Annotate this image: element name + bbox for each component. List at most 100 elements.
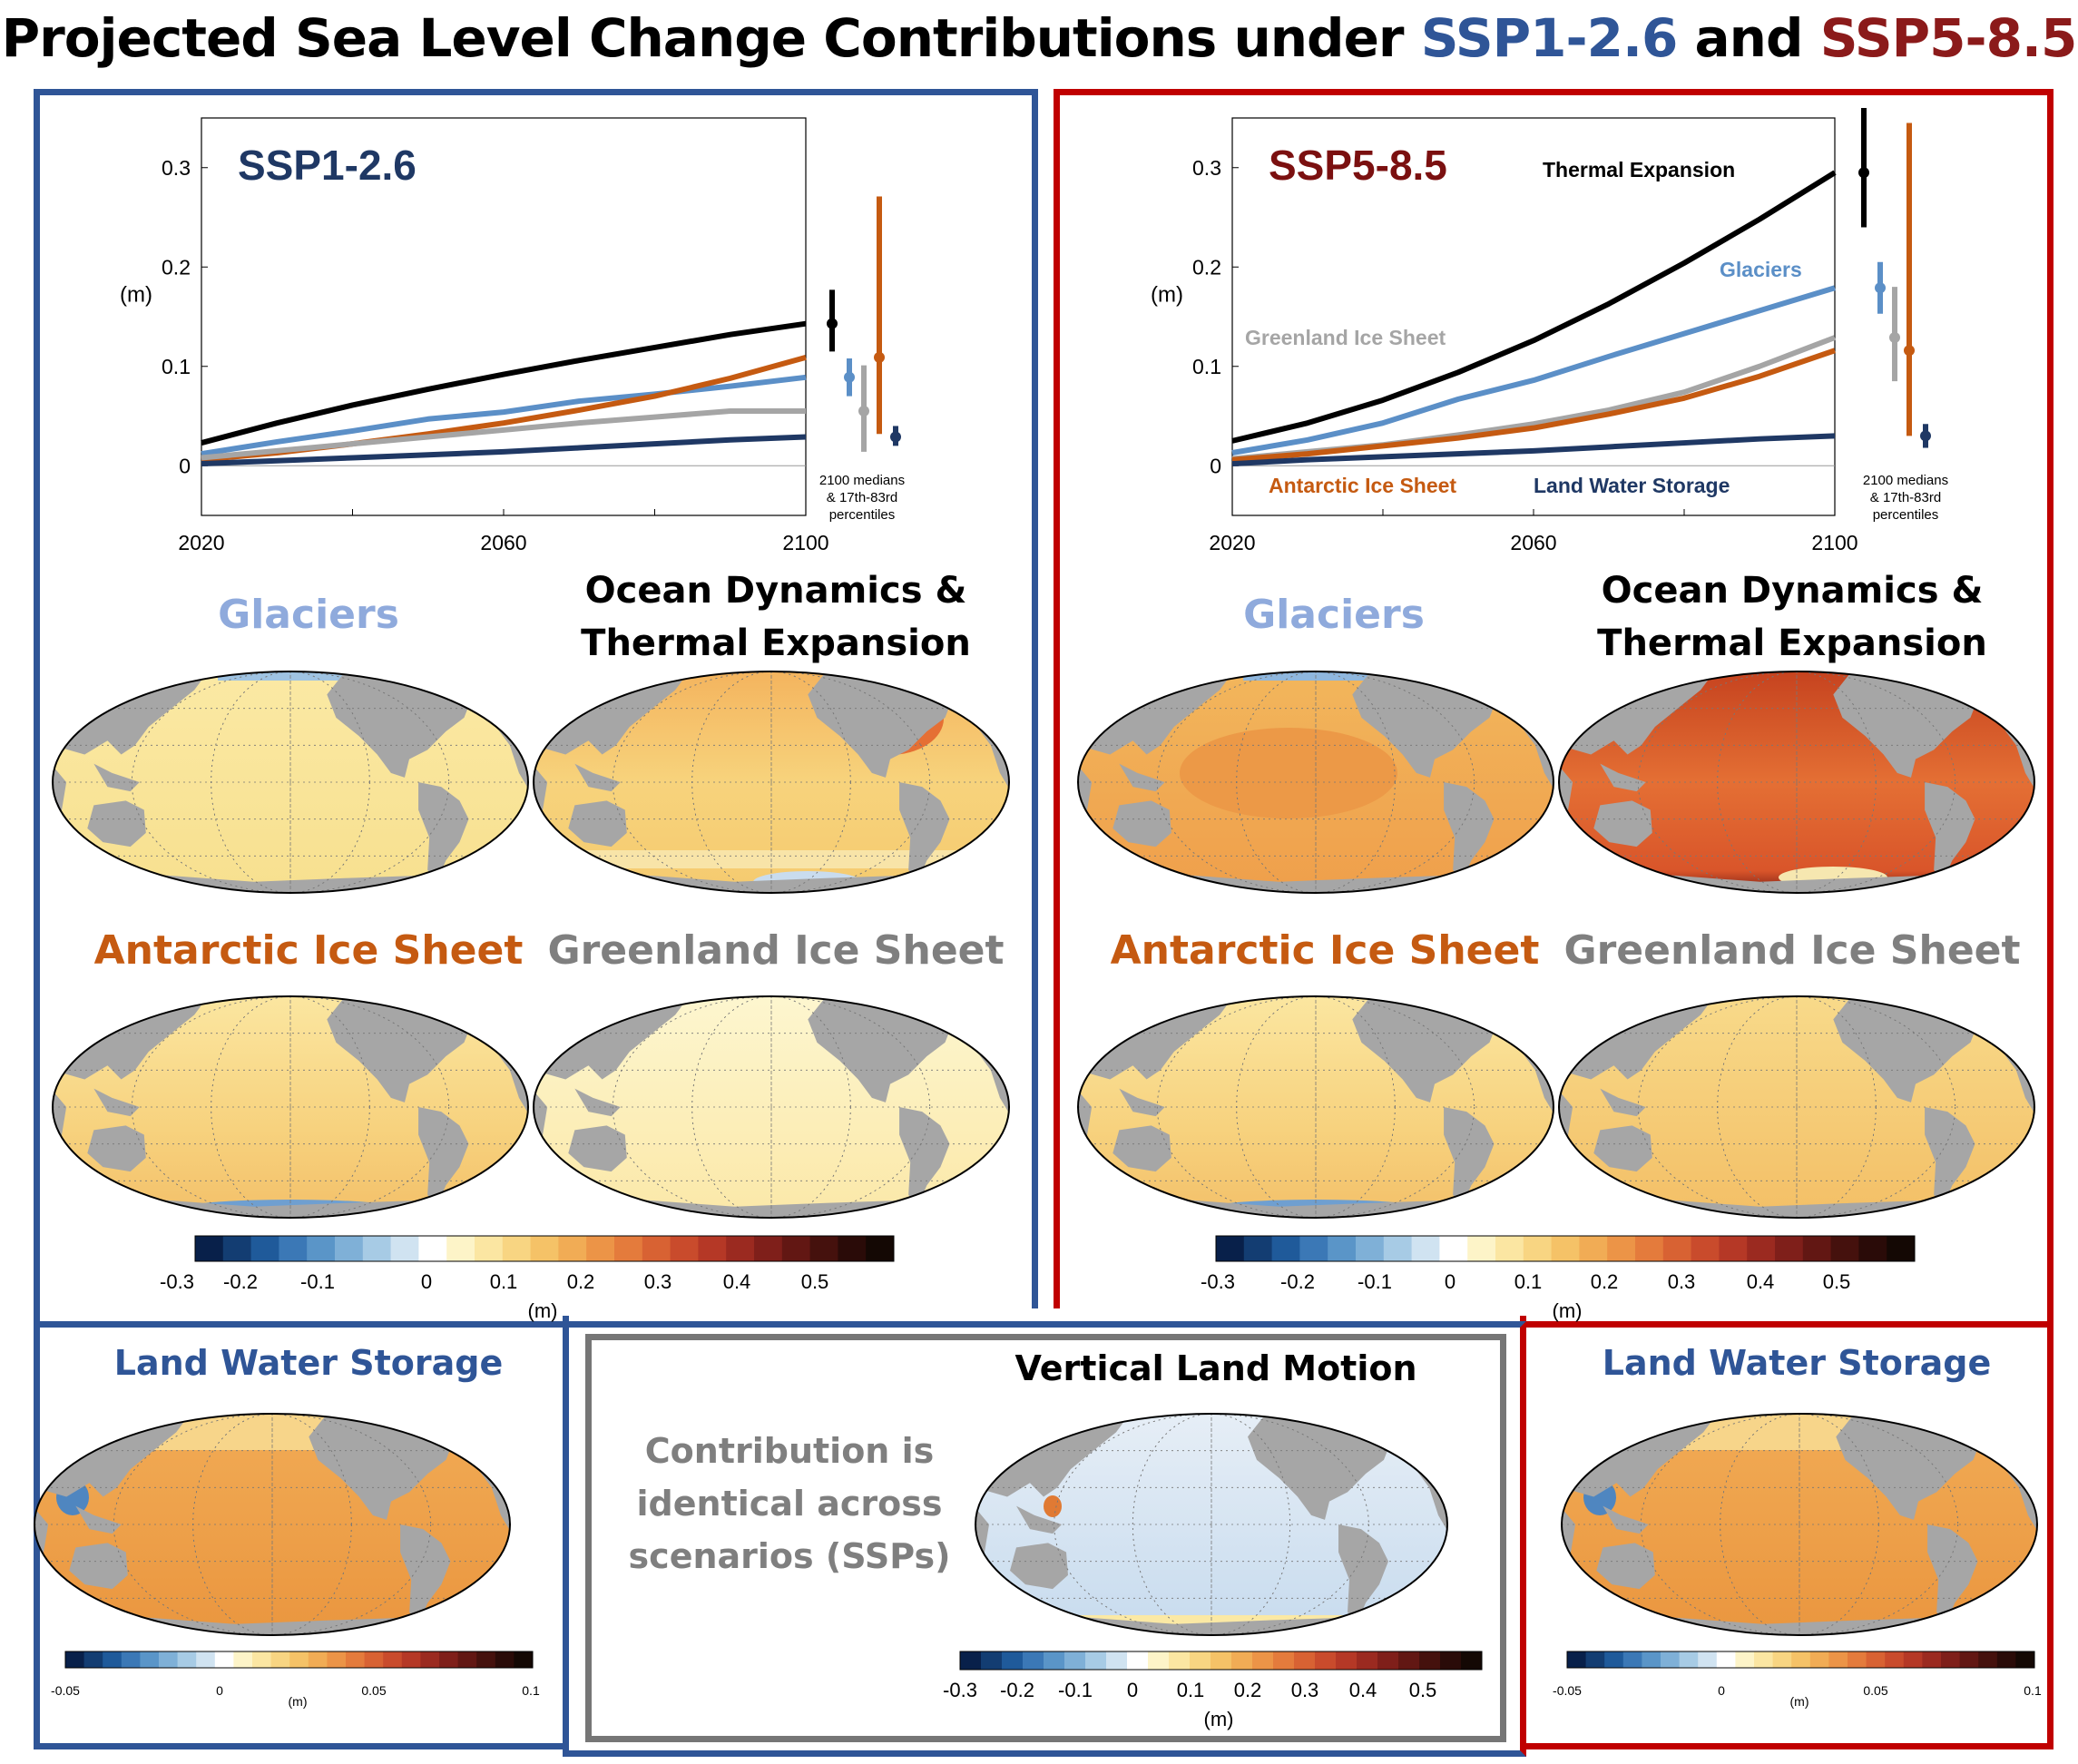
left-median-note-2: & 17th-83rd: [826, 490, 898, 505]
ssp5-frame: [1054, 89, 2053, 1328]
land-mass: [1248, 1414, 1393, 1520]
colorbar-ssp5: -0.3 -0.2 -0.1 0 0.1 0.2 0.3 0.4 0.5 (m): [1201, 1235, 1916, 1322]
colorbar-swatch: [1775, 1236, 1804, 1261]
colorbar-tick: 0.2: [1234, 1679, 1262, 1701]
colorbar-tick: 0.2: [1591, 1270, 1619, 1293]
land-mass: [1489, 996, 1522, 1029]
glacier-melt-zone: [218, 671, 399, 681]
colorbar-swatch: [1809, 1651, 1829, 1668]
land-mass: [1113, 800, 1171, 848]
colorbar-swatch: [1419, 1651, 1441, 1670]
map-outline: [1077, 995, 1554, 1219]
colorbar-tick: 0.05: [1863, 1683, 1887, 1698]
colorbar-outline: [1566, 1651, 2035, 1669]
land-mass: [446, 1414, 478, 1446]
colorbar-swatch: [420, 1651, 440, 1668]
graticule-meridian: [612, 671, 931, 893]
map-ssp5-glaciers: [1077, 671, 1554, 894]
map-outline: [1558, 671, 2035, 894]
y-axis-label: (m): [1151, 283, 1183, 308]
colorbar-swatch: [1271, 1236, 1300, 1261]
map-outline: [34, 1413, 511, 1636]
colorbar-swatch: [1887, 1236, 1916, 1261]
median-dot-thermal: [1858, 167, 1869, 179]
colorbar-swatch: [1567, 1651, 1587, 1668]
land-mass: [1833, 671, 1980, 778]
colorbar-swatch: [1747, 1236, 1776, 1261]
colorbar-swatch: [159, 1651, 179, 1668]
map-ssp5-antarctic: [1077, 995, 1554, 1219]
map-ssp5-ocean-field: [1559, 671, 2034, 893]
pacific-high: [1180, 728, 1397, 818]
colorbar-tick: -0.3: [1201, 1270, 1235, 1293]
left-lws-label: Land Water Storage: [113, 1343, 504, 1383]
map-ssp5-ocean: [1558, 671, 2035, 894]
colorbar-tick: -0.2: [1280, 1270, 1315, 1293]
right-median-note-1: 2100 medians: [1862, 473, 1949, 488]
colorbar-swatch: [1735, 1651, 1755, 1668]
map-ssp1-greenland-field: [534, 996, 1009, 1218]
colorbar-unit: (m): [1204, 1708, 1234, 1730]
left-greenland-label: Greenland Ice Sheet: [547, 927, 1005, 974]
colorbar-swatch: [1216, 1236, 1245, 1261]
y-tick-label: 0.3: [1192, 156, 1221, 180]
colorbar-tick: 0: [1127, 1679, 1138, 1701]
vlm-note-line1: Contribution is: [644, 1431, 935, 1471]
map-outline: [533, 995, 1010, 1219]
colorbar-swatch: [1662, 1236, 1692, 1261]
colorbar-swatch: [1903, 1651, 1923, 1668]
land-mass: [1010, 1543, 1068, 1590]
colorbar-swatch: [1106, 1651, 1128, 1670]
title-prefix: Projected Sea Level Change Contributions…: [1, 7, 1405, 69]
land-mass: [93, 1088, 140, 1117]
colorbar-swatch: [1064, 1651, 1086, 1670]
colorbar-swatch: [308, 1651, 328, 1668]
colorbar-swatch: [981, 1651, 1003, 1670]
colorbar-swatch: [614, 1236, 643, 1261]
colorbar-tick: 0: [421, 1270, 432, 1293]
land-mass: [1925, 782, 1975, 882]
right-ocean-label: Ocean Dynamics & Thermal Expansion: [1552, 564, 2033, 670]
colorbar-swatch: [1328, 1236, 1357, 1261]
colorbar-swatch: [1698, 1651, 1718, 1668]
colorbar-swatch: [289, 1651, 309, 1668]
colorbar-unit: (m): [1790, 1694, 1809, 1709]
map-ssp1-greenland: [533, 995, 1010, 1219]
colorbar-swatch: [279, 1236, 308, 1261]
colorbar-swatch: [1231, 1651, 1253, 1670]
title-and: and: [1694, 7, 1804, 69]
right-glaciers-label: Glaciers: [1243, 592, 1425, 638]
land-mass: [1119, 763, 1165, 792]
colorbar-swatch: [1044, 1651, 1065, 1670]
land-mass: [568, 800, 627, 848]
series-line-greenland: [201, 408, 806, 461]
land-mass: [87, 1125, 146, 1172]
colorbar-swatch: [222, 1236, 252, 1261]
median-dot-land_water: [890, 431, 901, 443]
colorbar-swatch: [754, 1236, 783, 1261]
land-mass: [945, 671, 977, 704]
colorbar-swatch: [1273, 1651, 1295, 1670]
map-vlm: [975, 1413, 1448, 1636]
colorbar-outline: [959, 1651, 1483, 1671]
x-tick-label: 2100: [1811, 531, 1857, 554]
colorbar-swatch: [2015, 1651, 2035, 1668]
series-line-glaciers: [201, 374, 807, 457]
colorbar-swatch: [1922, 1651, 1942, 1668]
right-lws-label: Land Water Storage: [1602, 1343, 1992, 1383]
colorbar-tick: 0.5: [801, 1270, 829, 1293]
colorbar-swatch: [1830, 1236, 1859, 1261]
series-label-antarctic: Antarctic Ice Sheet: [1269, 474, 1456, 497]
y-axis-label: (m): [120, 283, 152, 308]
colorbar-swatch: [177, 1651, 197, 1668]
series-line-thermal: [201, 320, 807, 446]
land-mass: [1600, 763, 1646, 792]
map-ssp1-lws-field: [34, 1414, 510, 1635]
colorbar-swatch: [1691, 1236, 1720, 1261]
colorbar-tick: 0.1: [1177, 1679, 1205, 1701]
colorbar-tick: 0.3: [1291, 1679, 1319, 1701]
colorbar-tick: 0: [216, 1683, 223, 1698]
colorbar-swatch: [270, 1651, 290, 1668]
vlm-frame: [585, 1334, 1506, 1742]
series-line-thermal: [1231, 170, 1837, 444]
